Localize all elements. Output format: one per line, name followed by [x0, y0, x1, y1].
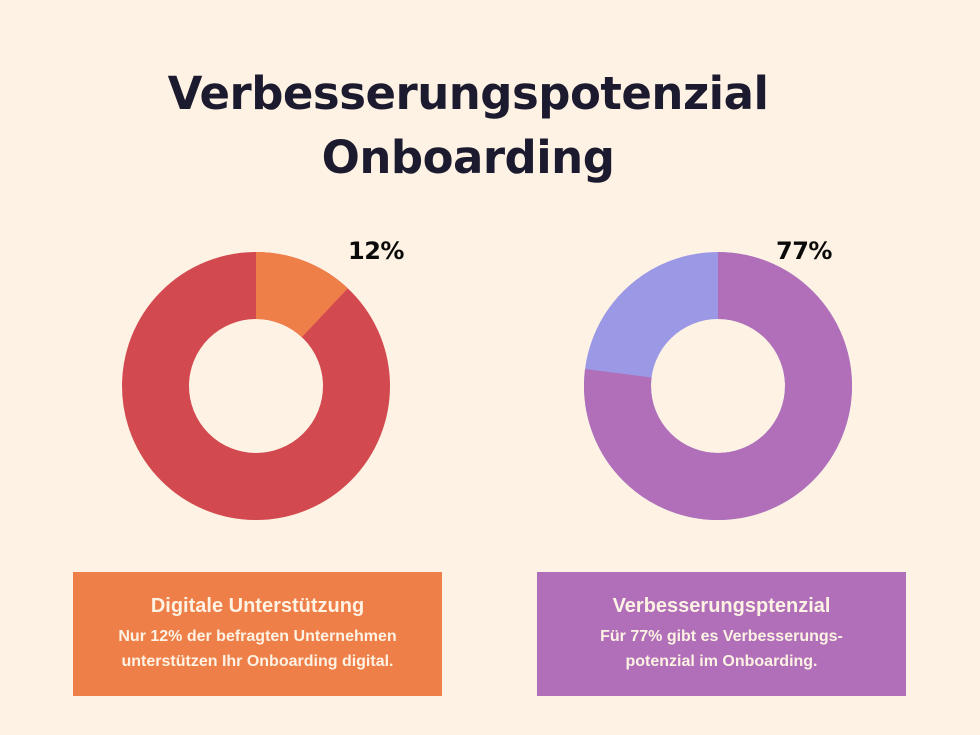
donut-chart-improvement-potential	[583, 251, 853, 521]
card-digital-support: Digitale Unterstützung Nur 12% der befra…	[73, 572, 442, 696]
title-line-2: Onboarding	[321, 131, 615, 184]
card-text: Für 77% gibt es Verbesserungs- potenzial…	[600, 628, 843, 670]
percent-label-77: 77%	[776, 237, 832, 265]
donut-chart-digital-support	[121, 251, 391, 521]
percent-label-12: 12%	[348, 237, 404, 265]
segment-not-digital	[122, 252, 390, 520]
segment-digital	[122, 252, 390, 520]
card-improvement-potential: Verbesserungsptenzial Für 77% gibt es Ve…	[537, 572, 906, 696]
card-title: Verbesserungsptenzial	[612, 595, 831, 617]
segment-improvement	[584, 252, 852, 520]
title-line-1: Verbesserungspotenzial	[167, 67, 769, 120]
card-title: Digitale Unterstützung	[150, 595, 365, 617]
card-text: Nur 12% der befragten Unternehmen unters…	[118, 628, 397, 670]
page-title: Verbesserungspotenzial Onboarding	[0, 62, 936, 190]
